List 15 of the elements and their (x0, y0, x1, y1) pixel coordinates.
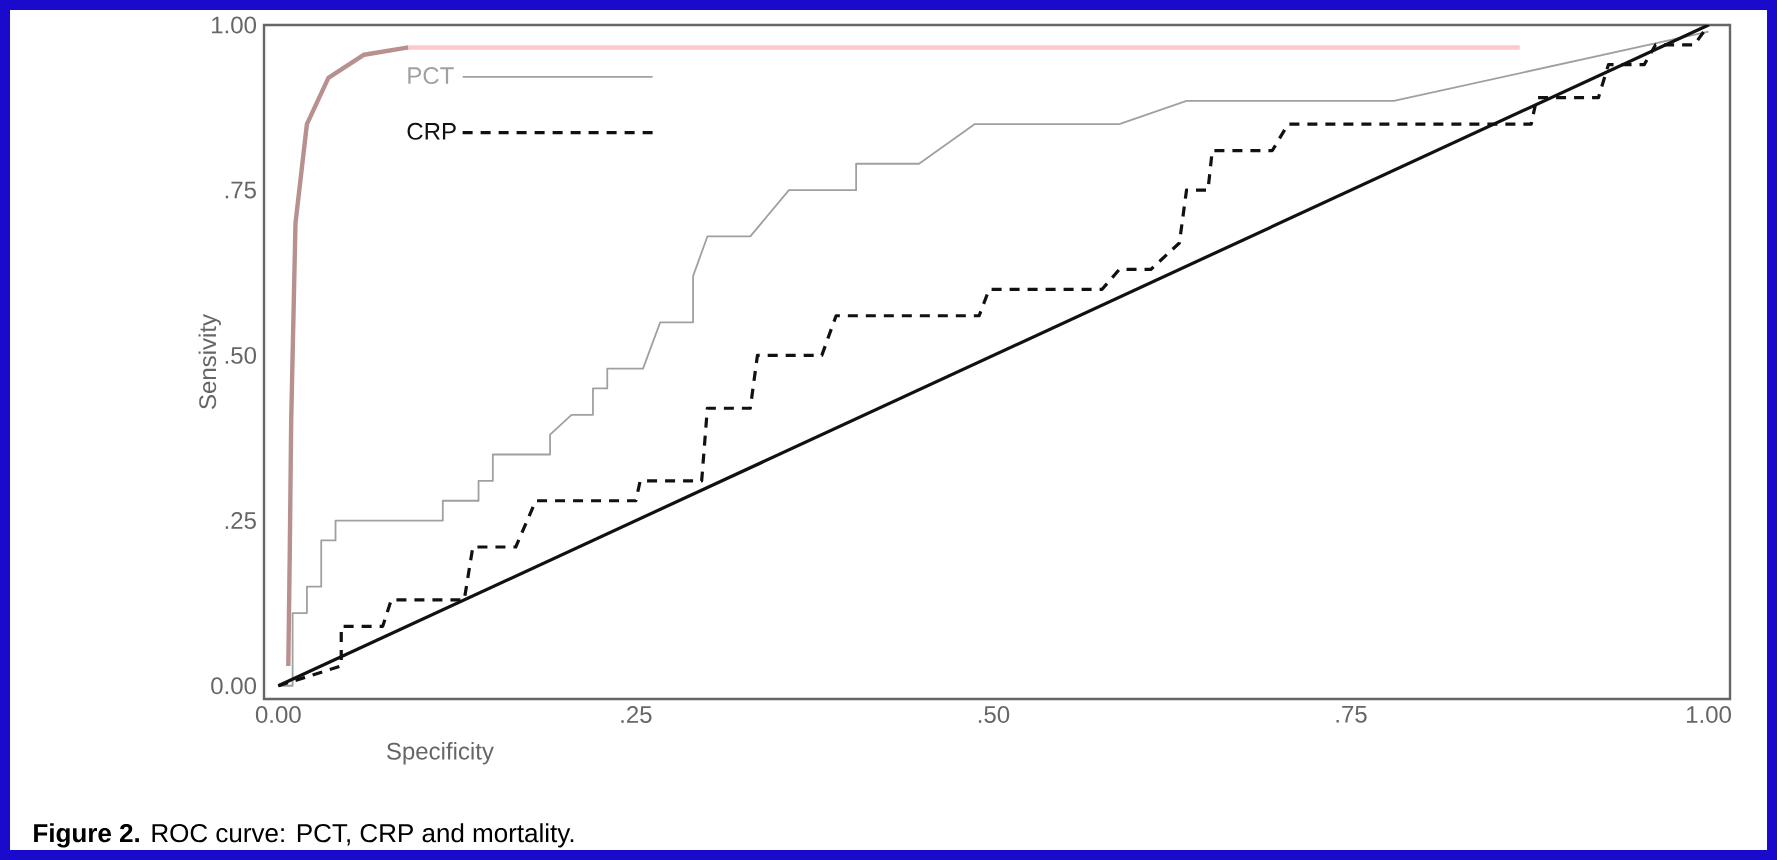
text: Figure 2. ROC curve: PCT, CRP and mortality. (34, 823, 574, 848)
x-tick-label: 0.00 (255, 706, 301, 724)
x-tick-label: .25 (621, 706, 652, 724)
y-tick-label: .75 (225, 181, 256, 199)
y-tick-label: 0.00 (211, 677, 257, 695)
text: CRP (407, 122, 456, 140)
x-axis-title: Specificity (387, 742, 494, 765)
y-tick-label: .50 (225, 346, 257, 364)
y-axis-title: Sensivity (198, 314, 221, 409)
y-tick-label: 1.00 (212, 16, 257, 34)
x-tick-label: .75 (1336, 706, 1367, 723)
text: PCT (408, 67, 454, 85)
y-tick-label: .25 (225, 512, 256, 530)
x-tick-label: .50 (978, 706, 1010, 724)
x-tick-label: 1.00 (1687, 706, 1731, 724)
